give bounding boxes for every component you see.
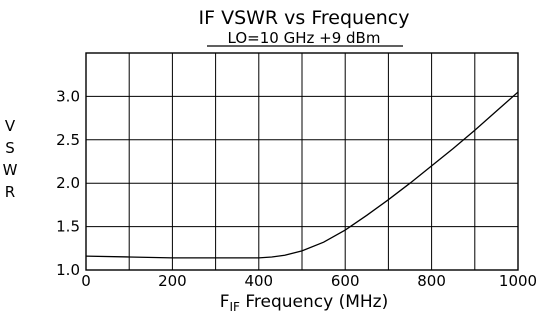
y-axis-label-letter: W [3,161,18,179]
y-axis-label-letter: R [5,183,15,201]
x-axis-label-subscript: IF [230,300,241,314]
y-tick-label: 2.5 [56,131,80,149]
x-tick-label: 800 [417,272,446,290]
y-tick-label: 1.5 [56,218,80,236]
x-tick-label: 200 [158,272,187,290]
x-tick-label: 400 [244,272,273,290]
plot-frame [85,52,519,271]
x-axis-label-main: F [220,292,230,312]
y-tick-labels: 1.0 1.5 2.0 2.5 3.0 [56,87,80,279]
x-axis-label: FIF Frequency (MHz) [220,292,389,314]
x-tick-label: 1000 [499,272,537,290]
x-axis-label-rest: Frequency (MHz) [240,292,388,312]
y-tick-label: 3.0 [56,87,80,105]
x-tick-labels: 0 200 400 600 800 1000 [81,272,537,290]
chart-subtitle: LO=10 GHz +9 dBm [228,29,381,47]
y-tick-label: 1.0 [56,261,80,279]
y-axis-label-letter: V [5,117,16,135]
y-tick-label: 2.0 [56,174,80,192]
x-tick-label: 600 [331,272,360,290]
y-axis-label-letter: S [5,139,15,157]
x-tick-label: 0 [81,272,91,290]
vswr-series-line [85,91,519,259]
y-axis-label: VSWR [3,117,18,201]
grid [85,52,519,271]
chart-title: IF VSWR vs Frequency [199,7,410,29]
